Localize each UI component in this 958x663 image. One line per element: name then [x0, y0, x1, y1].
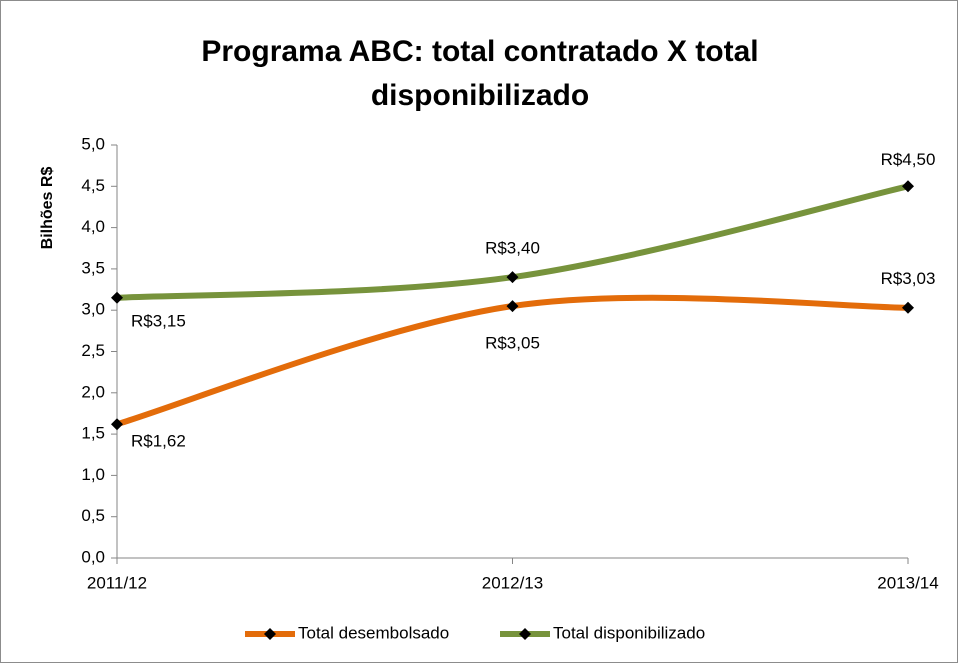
y-tick-label: 5,0 [81, 134, 105, 153]
y-tick-label: 1,0 [81, 465, 105, 484]
marker [902, 180, 914, 193]
marker [902, 301, 914, 314]
x-tick-label: 2012/13 [482, 573, 543, 592]
y-tick-label: 3,5 [81, 258, 105, 277]
chart-title: Programa ABC: total contratado X total d… [201, 35, 759, 112]
y-tick-label: 4,0 [81, 217, 105, 236]
marker [506, 300, 519, 313]
y-axis-label: Bilhões R$ [39, 167, 56, 250]
marker [111, 291, 123, 304]
x-tick-label: 2011/12 [87, 573, 147, 592]
data-label: R$4,50 [881, 150, 936, 169]
y-tick-label: 0,0 [81, 547, 105, 566]
y-tick-label: 4,5 [81, 176, 105, 195]
legend-marker [264, 628, 276, 640]
y-tick-label: 2,0 [81, 382, 105, 401]
y-tick-label: 3,0 [81, 300, 105, 319]
y-tick-label: 1,5 [81, 424, 105, 443]
data-label: R$3,40 [485, 239, 540, 258]
marker [111, 418, 123, 431]
legend-label: Total desembolsado [298, 623, 449, 642]
marker [506, 271, 519, 284]
y-tick-label: 0,5 [81, 506, 105, 525]
legend-marker [519, 628, 531, 640]
y-tick-label: 2,5 [81, 341, 105, 360]
data-label: R$3,05 [485, 334, 540, 353]
data-label: R$1,62 [131, 432, 186, 451]
x-tick-label: 2013/14 [877, 573, 938, 592]
data-label: R$3,15 [131, 311, 186, 330]
data-label: R$3,03 [881, 269, 936, 288]
legend-label: Total disponibilizado [553, 623, 705, 642]
